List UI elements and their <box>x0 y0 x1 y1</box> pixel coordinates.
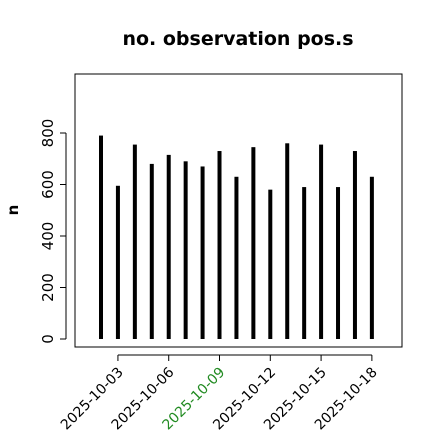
bar-2025-10-11 <box>251 147 256 339</box>
y-axis: 0 200 400 600 800 <box>39 119 67 344</box>
bar-2025-10-02 <box>99 135 103 339</box>
x-axis: 2025-10-032025-10-062025-10-092025-10-12… <box>58 354 381 433</box>
chart-title: no. observation pos.s <box>122 28 353 50</box>
y-tick-label: 400 <box>39 222 57 251</box>
bar-2025-10-07 <box>183 161 188 339</box>
bars <box>99 135 374 339</box>
bar-2025-10-04 <box>132 144 137 339</box>
y-tick-label: 600 <box>39 170 57 199</box>
y-tick-label: 800 <box>39 119 57 148</box>
bar-2025-10-12 <box>268 189 273 339</box>
bar-2025-10-14 <box>302 187 307 339</box>
bar-2025-10-18 <box>369 176 374 339</box>
bar-2025-10-13 <box>285 143 290 339</box>
bar-2025-10-03 <box>115 185 120 339</box>
bar-2025-10-10 <box>234 176 239 339</box>
bar-2025-10-08 <box>200 166 205 339</box>
bar-2025-10-09 <box>217 151 222 339</box>
y-tick-label: 200 <box>39 273 57 302</box>
bar-2025-10-16 <box>336 187 341 339</box>
plot-frame <box>74 73 403 348</box>
y-tick-label: 0 <box>39 334 57 344</box>
y-axis-label: n <box>4 205 22 216</box>
bar-2025-10-17 <box>352 151 357 339</box>
bar-2025-10-05 <box>149 163 154 339</box>
bar-2025-10-06 <box>166 154 171 339</box>
bar-2025-10-15 <box>319 144 324 339</box>
